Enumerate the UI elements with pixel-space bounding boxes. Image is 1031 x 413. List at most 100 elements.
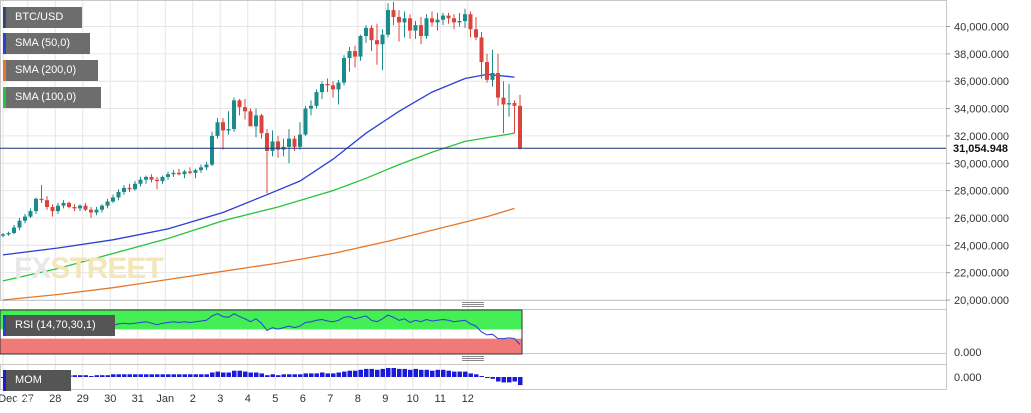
momentum-bar <box>518 377 523 386</box>
candle-body <box>298 134 302 147</box>
candle-body <box>375 40 379 45</box>
momentum-bar <box>441 369 446 377</box>
momentum-bar <box>446 370 451 377</box>
candle-body <box>171 172 176 175</box>
legend-sma200-label: SMA (200,0) <box>15 64 77 76</box>
candle-body <box>265 133 269 151</box>
momentum-bar <box>83 375 88 377</box>
candle-body <box>320 83 324 93</box>
legend-swatch <box>3 370 6 391</box>
legend-sma200[interactable]: SMA (200,0) <box>3 60 98 81</box>
momentum-bar <box>111 374 116 377</box>
legend-rsi-label: RSI (14,70,30,1) <box>15 319 96 331</box>
candle-body <box>28 211 33 217</box>
momentum-bar <box>133 374 138 377</box>
candle-body <box>138 179 143 184</box>
legend-mom-label: MOM (20) <box>15 374 42 407</box>
candle-body <box>485 62 489 80</box>
candle-body <box>17 220 22 228</box>
candlesticks <box>1 1 522 238</box>
candle-body <box>292 138 297 147</box>
momentum-bar <box>347 370 352 377</box>
legend-sma50[interactable]: SMA (50,0) <box>3 33 90 54</box>
momentum-bar <box>226 372 231 377</box>
candle-body <box>72 207 77 209</box>
legend-mom[interactable]: MOM (20) <box>3 370 71 407</box>
candle-body <box>105 201 110 206</box>
x-tick-label: 12 <box>462 393 474 405</box>
momentum-bar <box>342 371 347 377</box>
panel-resize-handle[interactable] <box>462 356 484 361</box>
momentum-bar <box>105 375 110 377</box>
x-tick-label: 11 <box>435 393 446 405</box>
legend-symbol[interactable]: BTC/USD <box>3 7 82 28</box>
rsi-overbought-zone <box>0 310 522 330</box>
x-tick-label: Jan <box>156 393 174 405</box>
candle-body <box>408 18 412 31</box>
rsi-oversold-zone <box>0 338 522 354</box>
candle-body <box>468 14 473 30</box>
momentum-bar <box>237 370 242 377</box>
candle-body <box>149 176 154 180</box>
momentum-bar <box>254 372 259 377</box>
candle-body <box>336 82 341 90</box>
candle-body <box>215 122 220 136</box>
candle-body <box>369 27 374 41</box>
legend-symbol-label: BTC/USD <box>15 11 64 23</box>
candle-body <box>199 167 203 171</box>
candle-body <box>243 107 247 112</box>
candle-body <box>226 129 231 131</box>
candle-body <box>512 103 517 106</box>
momentum-bar <box>320 372 325 377</box>
candle-body <box>397 16 401 23</box>
candle-body <box>413 25 418 31</box>
candle-body <box>221 122 225 131</box>
momentum-bar <box>270 374 275 377</box>
momentum-bar <box>303 373 308 377</box>
momentum-bar <box>353 370 358 377</box>
momentum-bar <box>144 374 149 377</box>
candle-body <box>276 141 280 150</box>
candle-body <box>210 135 214 165</box>
legend-sma100[interactable]: SMA (100,0) <box>3 87 101 108</box>
candle-body <box>177 172 181 175</box>
candle-body <box>237 100 242 108</box>
candle-body <box>419 25 423 37</box>
sma200-line <box>2 207 515 301</box>
legend-rsi[interactable]: RSI (14,70,30,1) <box>3 315 115 336</box>
momentum-bar <box>413 368 418 377</box>
panel-resize-handle[interactable] <box>462 302 484 307</box>
momentum-bar <box>468 373 473 377</box>
momentum-bar <box>485 377 490 378</box>
candle-body <box>94 209 99 213</box>
momentum-bar <box>397 368 402 377</box>
momentum-bar <box>210 372 215 377</box>
candle-body <box>155 179 159 182</box>
candle-body <box>100 205 104 210</box>
candle-body <box>133 183 137 190</box>
x-tick-label: 6 <box>300 393 306 405</box>
x-tick-label: 3 <box>217 393 223 405</box>
candle-body <box>303 108 308 135</box>
x-tick-label: Dec <box>0 393 18 405</box>
momentum-bar <box>215 371 220 377</box>
candle-body <box>501 97 506 105</box>
candle-body <box>188 171 192 173</box>
momentum-bar <box>89 376 94 377</box>
candle-body <box>325 83 330 86</box>
momentum-bar <box>391 368 396 377</box>
price-axis: 20,000.000 22,000.000 24,000.000 26,000.000… <box>946 22 1009 384</box>
x-tick-label: 27 <box>22 393 34 405</box>
candle-body <box>424 18 429 37</box>
momentum-bar <box>419 369 424 377</box>
candle-body <box>474 29 478 38</box>
candle-body <box>83 205 88 210</box>
momentum-bar <box>325 373 330 377</box>
momentum-bar <box>259 373 264 377</box>
candle-body <box>89 209 93 213</box>
candle-body <box>353 51 357 57</box>
momentum-bar <box>331 373 336 377</box>
momentum-bar <box>512 377 517 382</box>
candle-body <box>507 103 511 105</box>
